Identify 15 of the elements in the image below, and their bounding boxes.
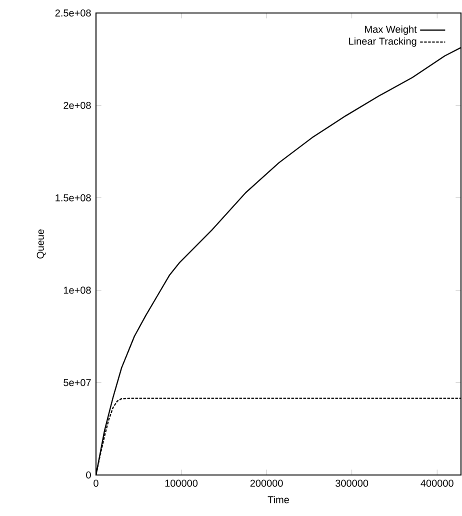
y-tick-label: 1.5e+08 bbox=[56, 194, 91, 202]
legend-label: Max Weight bbox=[365, 26, 417, 35]
legend-label: Linear Tracking bbox=[349, 37, 416, 47]
y-tick-label: 5e+07 bbox=[64, 379, 91, 386]
x-tick-label: 100000 bbox=[165, 480, 198, 487]
y-tick-label: 1e+08 bbox=[64, 286, 91, 294]
x-tick-label: 400000 bbox=[420, 480, 454, 487]
x-axis-title: Time bbox=[268, 496, 289, 504]
x-tick-label: 0 bbox=[94, 480, 98, 487]
y-tick-label: 2e+08 bbox=[64, 102, 91, 109]
y-tick-label: 2.5e+08 bbox=[55, 9, 91, 17]
y-axis-title: Queue bbox=[36, 229, 46, 259]
x-tick-label: 200000 bbox=[250, 480, 283, 487]
x-tick-label: 300000 bbox=[336, 480, 368, 487]
y-tick-label: 0 bbox=[86, 471, 91, 479]
